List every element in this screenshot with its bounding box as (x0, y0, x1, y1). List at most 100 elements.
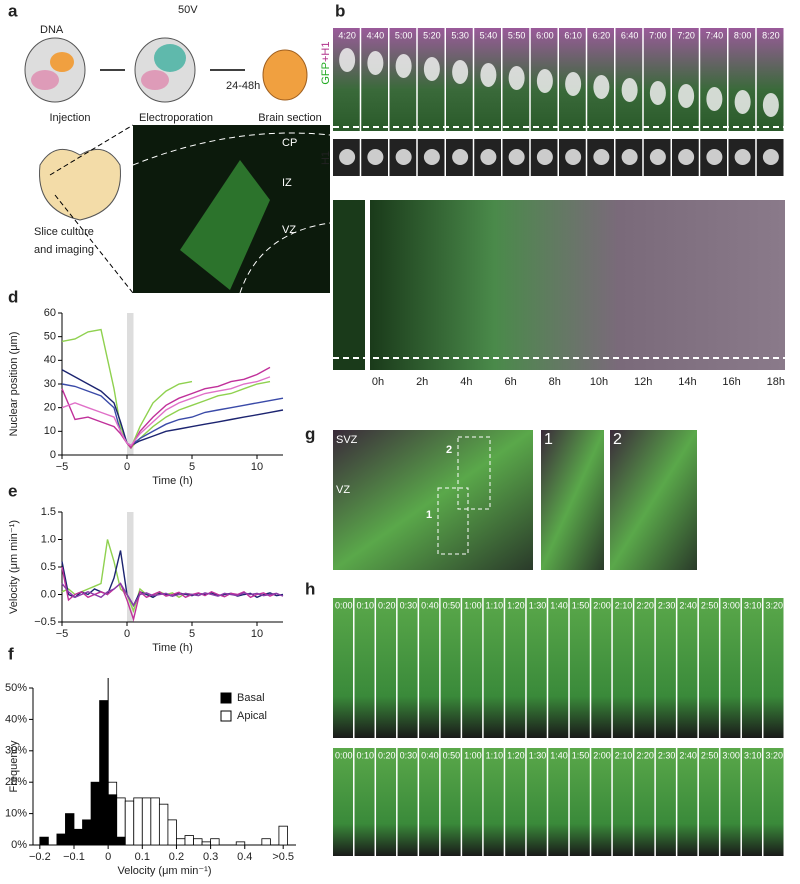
kymograph (333, 200, 365, 370)
time-label: 8h (549, 376, 561, 388)
nucleus (593, 75, 610, 99)
x-tick-label: −5 (56, 461, 69, 473)
panel-label: g (305, 424, 315, 443)
time-label: 6h (504, 376, 516, 388)
timestamp: 0:40 (421, 750, 439, 760)
x-tick-label: 5 (189, 628, 195, 640)
annotation: VZ (336, 484, 350, 496)
frame (763, 748, 784, 856)
bar (99, 700, 109, 846)
frame (333, 598, 354, 738)
annotation: Slice culture (34, 226, 94, 238)
annotation: 2 (613, 431, 622, 448)
annotation: Electroporation (139, 112, 213, 124)
bar (116, 836, 126, 846)
panel-label: b (335, 1, 345, 20)
x-tick-label: 10 (251, 461, 263, 473)
timestamp: 5:00 (395, 30, 413, 40)
bar (133, 797, 143, 846)
frame (462, 748, 483, 856)
inset-box (437, 487, 469, 555)
x-axis-label: Velocity (μm min⁻¹) (117, 865, 211, 877)
micrograph (333, 430, 533, 570)
annotation: 1 (426, 509, 432, 521)
timestamp: 4:40 (367, 30, 385, 40)
bar (90, 781, 101, 846)
bar (176, 838, 186, 846)
timestamp: 1:20 (507, 600, 525, 610)
frame (440, 748, 461, 856)
nucleus (762, 93, 779, 117)
timestamp: 2:20 (636, 750, 654, 760)
y-tick-label: 1.0 (41, 533, 56, 545)
x-tick-label: 0.2 (169, 851, 184, 863)
micrograph (610, 430, 697, 570)
y-tick-label: 20% (5, 776, 27, 788)
bar (107, 794, 118, 846)
kymograph (370, 200, 785, 370)
bar (210, 838, 220, 846)
time-label: 4h (460, 376, 472, 388)
timestamp: 1:10 (486, 750, 504, 760)
x-tick-label: 10 (251, 628, 263, 640)
annotation: DNA (40, 24, 64, 36)
x-tick-label: −0.2 (29, 851, 51, 863)
bar (141, 797, 152, 846)
annotation: Brain section (258, 112, 322, 124)
timestamp: 0:20 (378, 600, 396, 610)
y-tick-label: 40% (5, 713, 27, 725)
time-label: 2h (416, 376, 428, 388)
x-tick-label: 0 (124, 628, 130, 640)
data-line (61, 369, 284, 447)
y-axis-label: Frequency (8, 740, 20, 792)
legend-swatch (220, 692, 232, 704)
timestamp: 1:50 (572, 750, 590, 760)
nucleus (649, 81, 666, 105)
frame (376, 748, 397, 856)
annotation: SVZ (336, 434, 358, 446)
frame (569, 598, 590, 738)
timestamp: 1:20 (507, 750, 525, 760)
frame (333, 748, 354, 856)
time-label: 10h (590, 376, 608, 388)
annotation: and imaging (34, 244, 94, 256)
timestamp: 0:30 (400, 750, 418, 760)
timestamp: 2:30 (658, 600, 676, 610)
bar (167, 819, 177, 846)
timestamp: 8:00 (734, 30, 752, 40)
frame (397, 748, 418, 856)
nucleus (706, 87, 723, 111)
frame (354, 748, 375, 856)
nucleus (536, 149, 553, 165)
timestamp: 1:40 (550, 600, 568, 610)
timestamp: 5:50 (508, 30, 526, 40)
annotation: Injection (50, 112, 91, 124)
panel-label: e (8, 481, 17, 500)
timestamp: 3:00 (722, 750, 740, 760)
timestamp: 1:00 (464, 750, 482, 760)
legend-swatch (220, 710, 232, 722)
frame (505, 598, 526, 738)
bar (158, 803, 169, 846)
y-tick-label: 0.5 (41, 561, 56, 573)
panel-label: d (8, 287, 18, 306)
nucleus (480, 149, 497, 165)
x-tick-label: −0.1 (63, 851, 85, 863)
nucleus (339, 149, 356, 165)
nucleus (565, 72, 582, 96)
micrograph (541, 430, 604, 570)
x-tick-label: 0 (105, 851, 111, 863)
timestamp: 7:00 (649, 30, 667, 40)
data-line (61, 376, 271, 447)
channel-label: H1 (320, 151, 332, 165)
x-tick-label: 0 (124, 461, 130, 473)
annotation: 50V (178, 4, 198, 16)
frame (720, 598, 741, 738)
x-tick-label: 0.1 (135, 851, 150, 863)
bar (201, 841, 212, 846)
timestamp: 0:50 (443, 750, 461, 760)
timestamp: 1:00 (464, 600, 482, 610)
x-tick-label: −5 (56, 628, 69, 640)
frame (333, 28, 360, 131)
bar (73, 828, 83, 846)
